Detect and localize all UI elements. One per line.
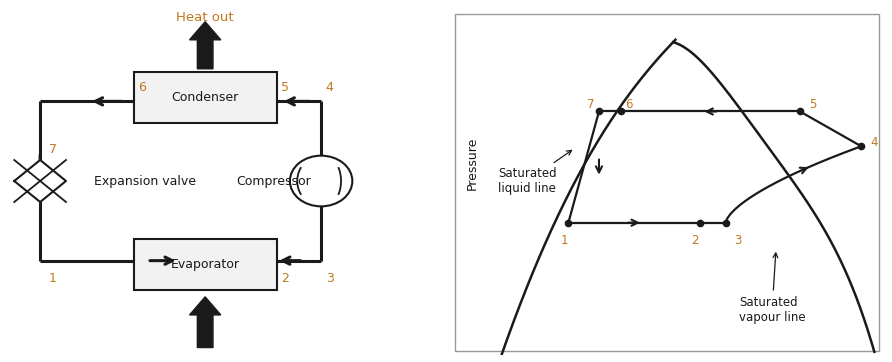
Circle shape [290, 156, 352, 206]
Text: 3: 3 [326, 272, 334, 285]
Text: Heat out: Heat out [177, 11, 234, 24]
Polygon shape [14, 160, 66, 202]
Text: Compressor: Compressor [236, 174, 311, 188]
Bar [134, 239, 277, 290]
Text: 7: 7 [49, 143, 57, 156]
Text: Condenser: Condenser [171, 91, 239, 104]
Text: 5: 5 [809, 98, 816, 111]
Text: 5: 5 [281, 81, 289, 94]
Text: Expansion valve: Expansion valve [94, 174, 195, 188]
Text: 3: 3 [734, 233, 742, 247]
Text: 6: 6 [138, 81, 146, 94]
Text: 2: 2 [691, 233, 699, 247]
Text: Pressure: Pressure [466, 137, 479, 190]
FancyArrow shape [190, 22, 221, 69]
Text: 4: 4 [326, 81, 334, 94]
Text: Saturated
vapour line: Saturated vapour line [739, 253, 805, 324]
Text: Evaporator: Evaporator [170, 258, 240, 271]
Text: 2: 2 [281, 272, 289, 285]
Text: 1: 1 [560, 233, 568, 247]
Bar [134, 72, 277, 123]
Text: 7: 7 [587, 98, 595, 111]
Text: 1: 1 [49, 272, 57, 285]
Text: Saturated
liquid line: Saturated liquid line [499, 150, 572, 195]
FancyArrow shape [190, 297, 221, 348]
Text: 6: 6 [625, 98, 632, 111]
Text: 4: 4 [870, 136, 878, 149]
